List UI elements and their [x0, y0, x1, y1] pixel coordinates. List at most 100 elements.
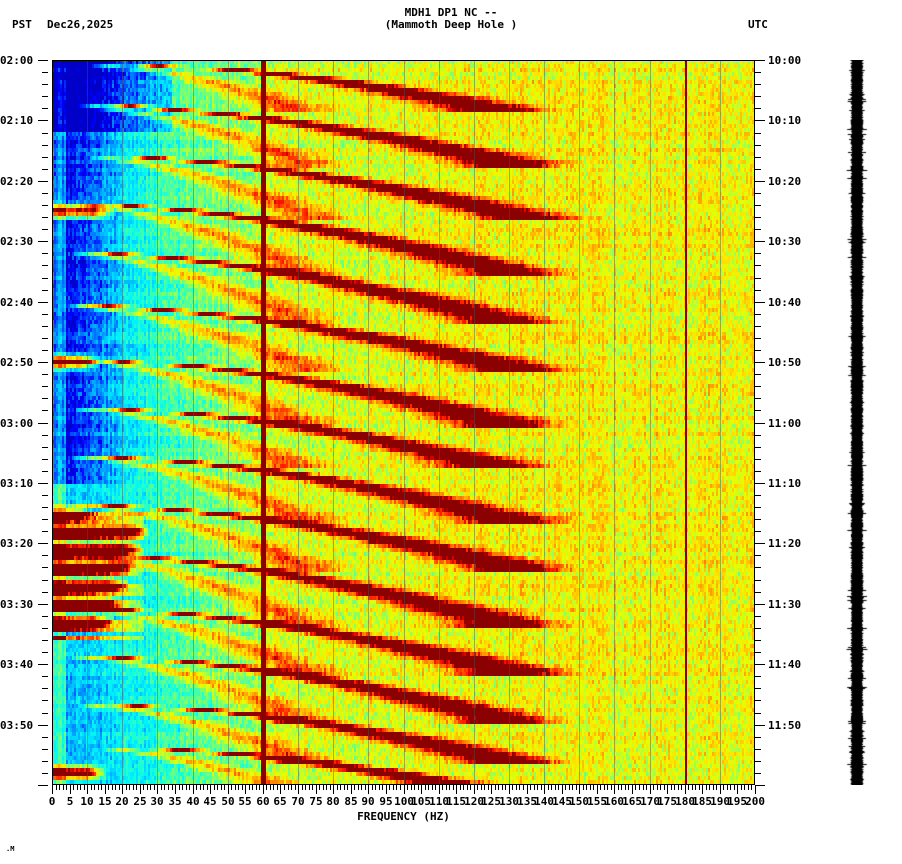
- time-tick-minor-utc: [755, 229, 761, 230]
- freq-label: 105: [411, 795, 431, 808]
- freq-tick-minor: [112, 785, 113, 790]
- time-tick-minor-utc: [755, 616, 761, 617]
- time-tick-minor-utc: [755, 338, 761, 339]
- freq-tick-minor: [302, 785, 303, 790]
- time-tick-major-pst: [38, 241, 48, 242]
- time-tick-minor-pst: [42, 592, 48, 593]
- time-tick-major-pst: [38, 725, 48, 726]
- time-tick-minor-utc: [755, 531, 761, 532]
- freq-tick-minor: [143, 785, 144, 790]
- freq-tick-minor: [730, 785, 731, 790]
- freq-tick-minor: [671, 785, 672, 790]
- freq-tick-minor: [358, 785, 359, 790]
- freq-tick-minor: [664, 785, 665, 790]
- freq-tick-minor: [136, 785, 137, 790]
- time-tick-minor-pst: [42, 253, 48, 254]
- freq-tick-minor: [548, 785, 549, 790]
- time-tick-minor-utc: [755, 253, 761, 254]
- freq-tick-minor: [628, 785, 629, 790]
- time-tick-minor-pst: [42, 350, 48, 351]
- frequency-axis-title: FREQUENCY (HZ): [357, 810, 450, 823]
- freq-tick-minor: [716, 785, 717, 790]
- time-tick-minor-pst: [42, 229, 48, 230]
- time-tick-minor-pst: [42, 580, 48, 581]
- freq-tick-minor: [340, 785, 341, 790]
- time-label-utc: 11:50: [768, 719, 802, 732]
- freq-tick-minor: [607, 785, 608, 790]
- freq-tick-minor: [231, 785, 232, 790]
- freq-tick-minor: [217, 785, 218, 790]
- time-tick-minor-utc: [755, 326, 761, 327]
- seismogram-trace: [840, 60, 874, 785]
- freq-tick-major: [597, 785, 598, 794]
- time-tick-minor-pst: [42, 193, 48, 194]
- freq-tick-minor: [393, 785, 394, 790]
- time-tick-minor-pst: [42, 326, 48, 327]
- time-label-utc: 11:10: [768, 477, 802, 490]
- time-tick-minor-pst: [42, 217, 48, 218]
- time-tick-minor-pst: [42, 471, 48, 472]
- time-tick-minor-pst: [42, 386, 48, 387]
- freq-tick-minor: [481, 785, 482, 790]
- freq-tick-minor: [186, 785, 187, 790]
- time-label-pst: 03:00: [0, 417, 34, 430]
- time-tick-minor-utc: [755, 386, 761, 387]
- freq-tick-minor: [643, 785, 644, 790]
- time-tick-minor-pst: [42, 447, 48, 448]
- time-tick-minor-utc: [755, 749, 761, 750]
- freq-label: 20: [115, 795, 129, 808]
- freq-tick-minor: [214, 785, 215, 790]
- time-tick-major-utc: [755, 785, 765, 786]
- time-tick-minor-utc: [755, 640, 761, 641]
- freq-label: 145: [552, 795, 572, 808]
- freq-tick-minor: [713, 785, 714, 790]
- freq-tick-minor: [516, 785, 517, 790]
- freq-tick-minor: [119, 785, 120, 790]
- time-tick-minor-pst: [42, 410, 48, 411]
- freq-tick-minor: [477, 785, 478, 790]
- time-label-utc: 10:20: [768, 175, 802, 188]
- freq-tick-major: [122, 785, 123, 794]
- freq-tick-minor: [523, 785, 524, 790]
- freq-label: 75: [309, 795, 323, 808]
- freq-label: 200: [745, 795, 765, 808]
- freq-tick-minor: [558, 785, 559, 790]
- station-subtitle: (Mammoth Deep Hole ): [384, 18, 518, 31]
- spectrogram-canvas[interactable]: [52, 60, 755, 785]
- time-tick-minor-utc: [755, 567, 761, 568]
- freq-tick-major: [456, 785, 457, 794]
- freq-tick-minor: [277, 785, 278, 790]
- time-tick-minor-utc: [755, 471, 761, 472]
- time-tick-major-utc: [755, 423, 765, 424]
- time-tick-minor-utc: [755, 688, 761, 689]
- spectrogram-plot[interactable]: [52, 60, 755, 785]
- time-tick-minor-utc: [755, 217, 761, 218]
- freq-tick-minor: [84, 785, 85, 790]
- freq-tick-minor: [252, 785, 253, 790]
- freq-tick-minor: [256, 785, 257, 790]
- time-tick-minor-pst: [42, 616, 48, 617]
- freq-tick-major: [474, 785, 475, 794]
- time-tick-major-utc: [755, 302, 765, 303]
- freq-tick-minor: [98, 785, 99, 790]
- freq-tick-minor: [319, 785, 320, 790]
- time-tick-major-utc: [755, 725, 765, 726]
- time-tick-minor-utc: [755, 628, 761, 629]
- freq-tick-minor: [625, 785, 626, 790]
- freq-tick-minor: [129, 785, 130, 790]
- freq-label: 130: [499, 795, 519, 808]
- freq-tick-minor: [379, 785, 380, 790]
- freq-tick-minor: [411, 785, 412, 790]
- freq-label: 185: [692, 795, 712, 808]
- freq-tick-minor: [488, 785, 489, 790]
- freq-label: 85: [344, 795, 358, 808]
- freq-label: 160: [604, 795, 624, 808]
- time-tick-minor-pst: [42, 374, 48, 375]
- freq-tick-minor: [207, 785, 208, 790]
- time-tick-major-pst: [38, 604, 48, 605]
- time-label-utc: 10:50: [768, 356, 802, 369]
- time-tick-minor-pst: [42, 507, 48, 508]
- time-label-utc: 10:00: [768, 54, 802, 67]
- freq-tick-major: [720, 785, 721, 794]
- time-tick-major-pst: [38, 302, 48, 303]
